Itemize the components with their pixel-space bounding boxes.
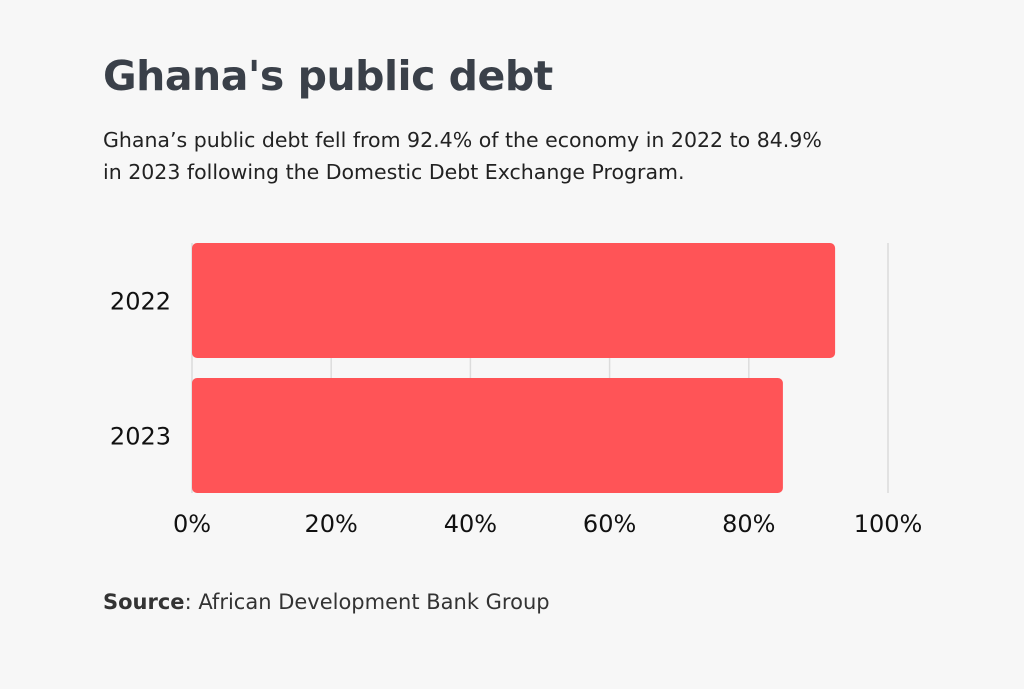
x-tick-label: 100% [854, 510, 923, 538]
x-tick-label: 40% [444, 510, 497, 538]
x-tick-label: 20% [305, 510, 358, 538]
category-label-2022: 2022 [110, 288, 171, 316]
bar-2023 [192, 378, 783, 493]
bar-2022 [192, 243, 836, 358]
x-axis-ticks: 0% 20% 40% 60% 80% 100% [173, 510, 922, 538]
category-label-2023: 2023 [110, 423, 171, 451]
source-note: Source: African Development Bank Group [103, 590, 550, 614]
y-axis-labels: 2022 2023 [110, 288, 171, 451]
chart-title: Ghana's public debt [103, 52, 553, 100]
x-tick-label: 60% [583, 510, 636, 538]
chart-subtitle: Ghana’s public debt fell from 92.4% of t… [103, 128, 822, 184]
x-tick-label: 0% [173, 510, 211, 538]
source-text: : African Development Bank Group [184, 590, 550, 614]
source-label: Source [103, 590, 185, 614]
x-tick-label: 80% [722, 510, 775, 538]
bars [192, 243, 836, 493]
